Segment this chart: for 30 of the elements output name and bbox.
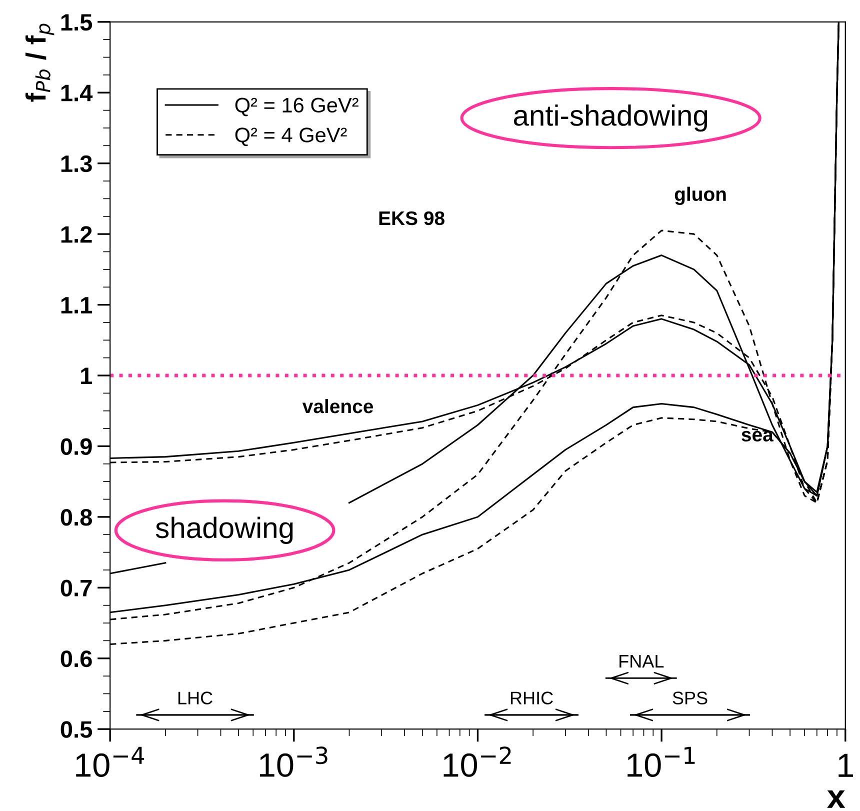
annotation: shadowing xyxy=(156,516,293,544)
legend-label: Q² = 16 GeV² xyxy=(235,98,358,116)
y-tick-label: 1.2 xyxy=(61,226,92,243)
annotation: sea xyxy=(742,430,774,442)
y-tick-label: 0.5 xyxy=(60,721,92,738)
annotation: anti-shadowing xyxy=(514,104,708,132)
y-axis-title: f$_{Pb}$ / f$_{p}$ xyxy=(25,24,54,102)
y-tick-label: 1.5 xyxy=(61,14,92,31)
y-tick-label: 0.7 xyxy=(60,580,92,596)
x-tick-label: 1 xyxy=(838,754,854,777)
annotation: gluon xyxy=(674,186,726,205)
series-label: RHIC xyxy=(510,692,553,704)
y-tick-label: 1.3 xyxy=(61,155,92,172)
series-label: LHC xyxy=(178,692,212,704)
x-tick-label: 10$^{−1}$ xyxy=(628,746,695,777)
legend-label: Q² = 4 GeV² xyxy=(235,128,347,146)
x-axis-title: x xyxy=(827,790,846,808)
annotation: valence xyxy=(302,398,374,414)
x-tick-label: 10$^{−3}$ xyxy=(260,746,328,777)
x-tick-label: 10$^{−2}$ xyxy=(444,746,511,777)
y-tick-label: 0.6 xyxy=(60,650,92,668)
y-tick-label: 1 xyxy=(81,368,92,384)
y-tick-label: 1.4 xyxy=(61,84,93,102)
series-label: SPS xyxy=(672,692,708,704)
x-tick-label: 10$^{−4}$ xyxy=(76,746,144,777)
series-label: FNAL xyxy=(620,655,664,668)
annotation: EKS 98 xyxy=(379,211,444,226)
y-tick-label: 0.8 xyxy=(60,509,92,526)
y-tick-label: 0.9 xyxy=(60,438,92,455)
y-tick-label: 1.1 xyxy=(61,297,92,314)
